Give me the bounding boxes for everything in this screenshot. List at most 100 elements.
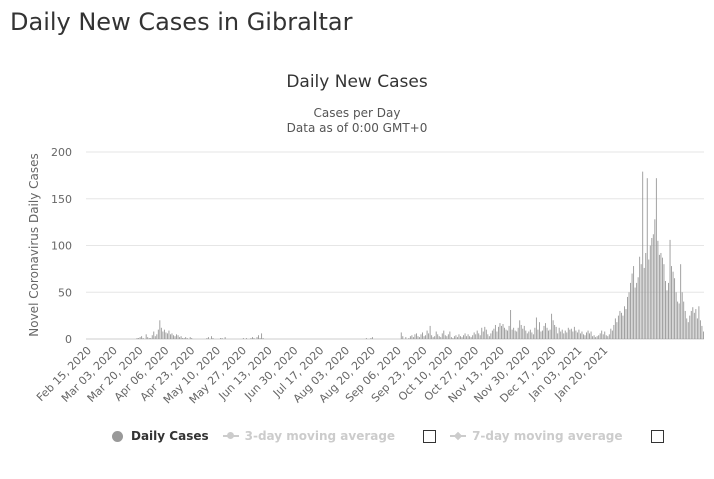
bar <box>540 331 542 339</box>
bar <box>151 335 153 339</box>
bar <box>607 336 609 339</box>
bar <box>501 325 502 339</box>
bar <box>595 337 597 339</box>
toggle-3-day-average-checkbox[interactable] <box>423 429 437 443</box>
bar <box>528 331 530 339</box>
bar <box>420 334 422 339</box>
bar <box>405 337 407 339</box>
bar <box>163 329 165 339</box>
bar <box>608 334 610 339</box>
toggle-7-day-average-checkbox[interactable] <box>650 429 664 443</box>
bar <box>555 326 557 339</box>
bar <box>619 310 621 339</box>
bar <box>447 334 449 339</box>
bar <box>458 334 460 339</box>
bar <box>649 245 651 339</box>
bar <box>578 329 580 339</box>
bar <box>508 325 510 339</box>
bar <box>545 323 546 339</box>
bars <box>136 171 704 340</box>
bar <box>414 334 416 339</box>
bar <box>262 338 264 339</box>
bar <box>159 320 161 339</box>
bar <box>400 332 402 339</box>
bar <box>616 322 618 339</box>
y-axis-ticks: 0 50 100 150 200 <box>51 146 72 346</box>
bar <box>224 337 226 339</box>
bar <box>479 335 481 339</box>
bar <box>157 329 159 339</box>
bar <box>614 318 616 339</box>
legend-item-7-day-average[interactable]: 7-day moving average <box>450 429 623 443</box>
bar <box>677 301 679 339</box>
bar <box>455 335 457 339</box>
bar <box>548 330 550 339</box>
bar <box>570 328 572 339</box>
bar <box>701 325 703 339</box>
bar <box>365 338 367 339</box>
bar <box>557 333 559 339</box>
bar <box>221 338 223 339</box>
bar <box>441 333 443 339</box>
bar <box>168 330 170 339</box>
bar <box>687 322 689 339</box>
bar <box>484 326 486 339</box>
legend-marker-diamond-icon <box>450 435 467 437</box>
bar <box>581 331 583 339</box>
bar <box>567 327 569 339</box>
bar <box>185 337 187 339</box>
bar <box>261 333 263 339</box>
bar <box>490 333 492 339</box>
legend-item-daily-cases[interactable]: Daily Cases <box>112 429 209 443</box>
bar <box>371 337 373 339</box>
bar <box>148 338 150 339</box>
bar <box>450 337 452 339</box>
bar <box>601 330 603 339</box>
bar <box>584 335 586 339</box>
bar <box>507 330 509 339</box>
bar <box>537 329 539 339</box>
bar <box>675 292 677 339</box>
bar <box>640 264 642 339</box>
bar <box>469 336 471 339</box>
bar <box>680 264 682 339</box>
bar <box>645 252 647 339</box>
bar <box>631 273 633 339</box>
bar <box>643 267 645 339</box>
bar <box>182 338 184 339</box>
bar <box>674 278 676 339</box>
bar <box>446 336 448 339</box>
bar <box>523 325 525 339</box>
bar <box>604 331 606 339</box>
bar <box>665 281 666 339</box>
legend-label-3-day-average: 3-day moving average <box>244 429 396 443</box>
bar <box>452 338 454 339</box>
bar <box>551 313 553 339</box>
bar <box>590 331 592 339</box>
bar <box>481 327 483 339</box>
legend-item-3-day-average[interactable]: 3-day moving average <box>222 429 396 443</box>
bar <box>519 320 521 339</box>
bar <box>522 328 524 339</box>
bar <box>443 330 445 339</box>
bar <box>165 332 167 339</box>
bar <box>596 336 598 339</box>
bar <box>549 329 551 339</box>
bar <box>171 333 173 339</box>
bar <box>592 336 594 339</box>
bar <box>699 320 701 339</box>
bar <box>598 335 600 339</box>
bar <box>156 334 158 339</box>
bar <box>566 332 568 339</box>
bar <box>408 338 410 339</box>
bar <box>496 331 498 339</box>
bar <box>174 336 176 339</box>
bar <box>177 335 179 339</box>
bar <box>646 178 648 339</box>
bar <box>466 336 468 339</box>
bar <box>464 333 466 339</box>
bar <box>252 337 253 339</box>
bar <box>419 337 420 339</box>
bar <box>438 336 440 339</box>
bar <box>657 240 659 339</box>
